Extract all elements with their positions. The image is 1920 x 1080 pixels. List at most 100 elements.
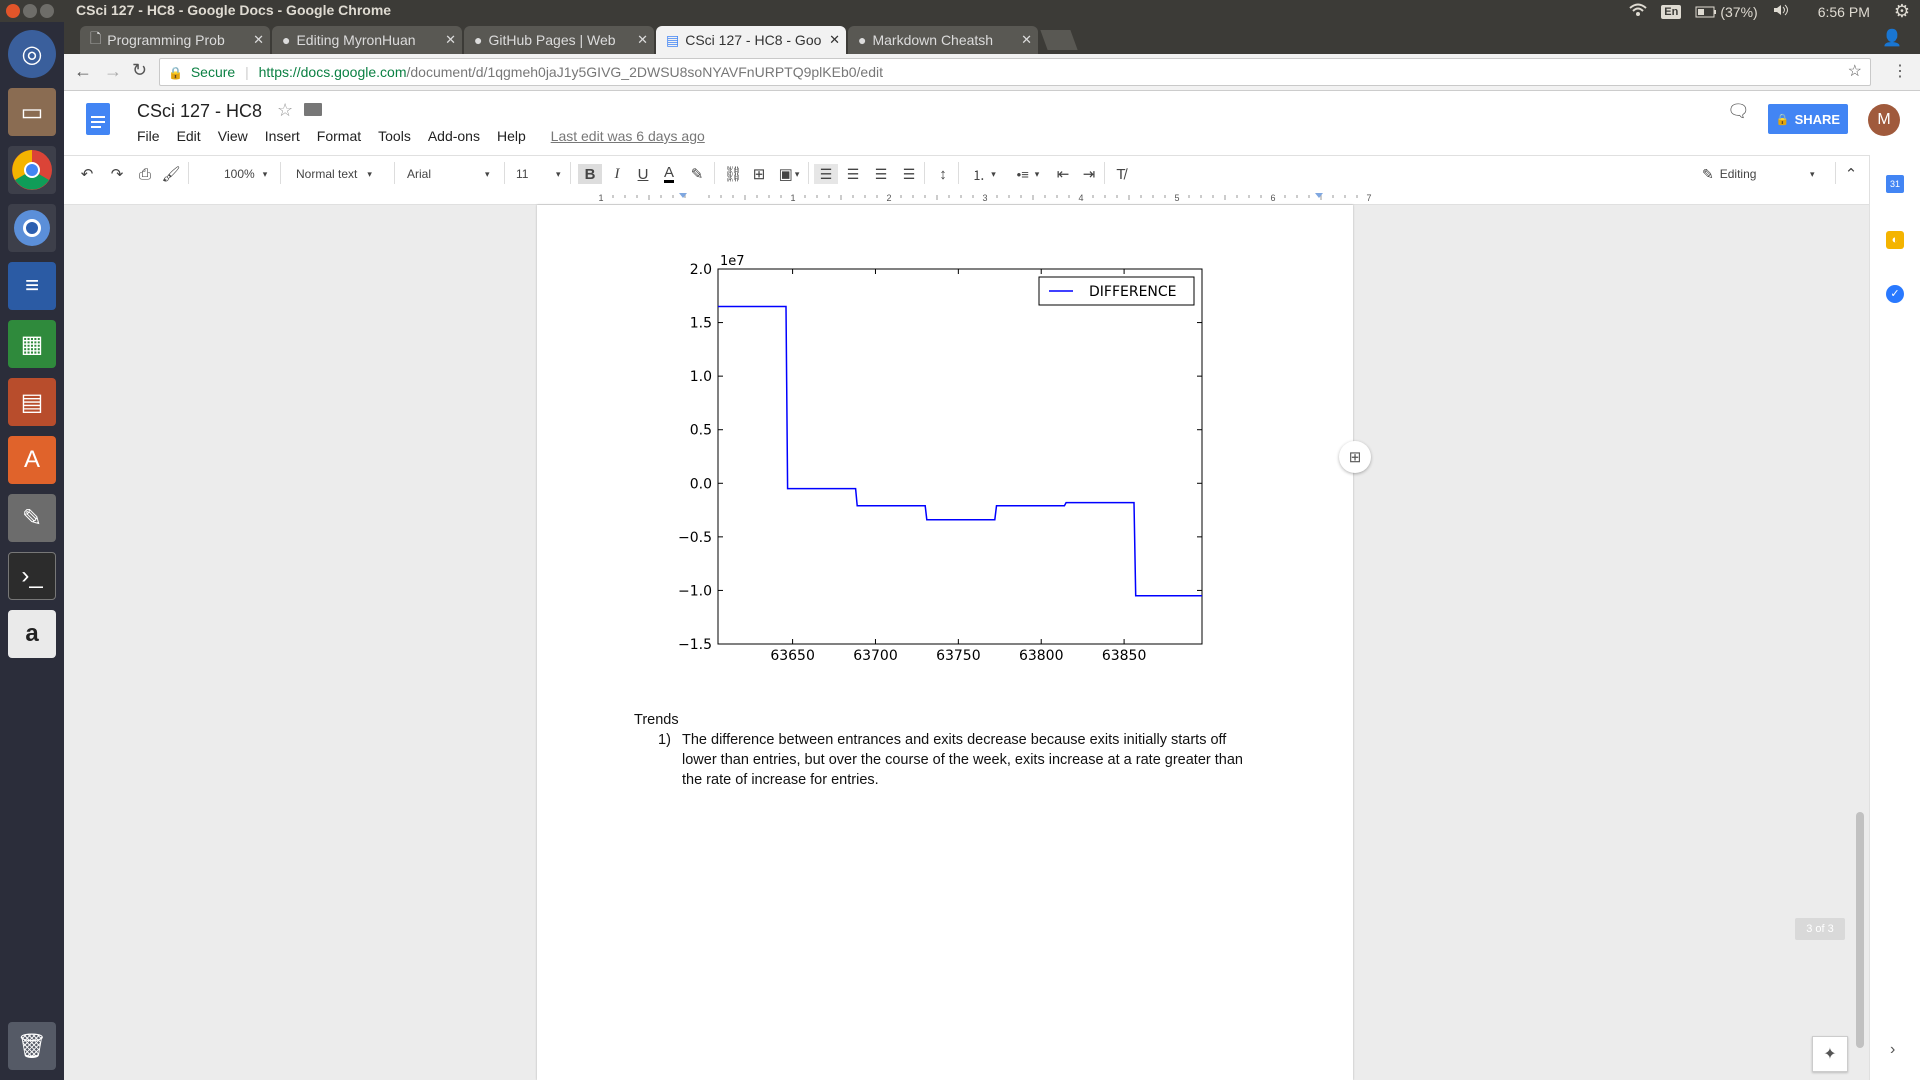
menu-format[interactable]: Format — [316, 128, 362, 144]
tab-github-pages[interactable]: ● GitHub Pages | Web ✕ — [464, 26, 654, 54]
libreoffice-impress-icon[interactable]: ▤ — [8, 378, 56, 426]
new-tab-button[interactable] — [1040, 30, 1078, 50]
lock-icon: 🔒 — [1775, 113, 1790, 126]
align-center-icon[interactable]: ☰ — [846, 165, 860, 182]
list-item-line[interactable]: the rate of increase for entries. — [682, 772, 879, 788]
menu-file[interactable]: File — [137, 128, 160, 144]
list-item-line[interactable]: The difference between entrances and exi… — [682, 732, 1227, 748]
expand-panel-icon[interactable]: › — [1890, 1041, 1896, 1058]
bold-button[interactable]: B — [578, 164, 602, 184]
collapse-menus-icon[interactable]: ⌃ — [1844, 166, 1858, 183]
window-minimize-button[interactable] — [23, 4, 37, 18]
add-comment-icon[interactable]: ⊞ — [1339, 441, 1371, 473]
series-line-difference — [718, 305, 1202, 597]
tab-markdown-cheatsheet[interactable]: ● Markdown Cheatsh ✕ — [848, 26, 1038, 54]
volume-icon[interactable] — [1772, 3, 1790, 20]
paint-format-icon[interactable]: 🖌 — [161, 166, 181, 183]
menu-view[interactable]: View — [217, 128, 248, 144]
menu-help[interactable]: Help — [496, 128, 526, 144]
section-heading[interactable]: Trends — [634, 712, 679, 728]
keep-icon[interactable]: ◐ — [1886, 231, 1904, 249]
bulleted-list-icon[interactable]: •≡ ▾ — [1016, 166, 1040, 182]
line-spacing-icon[interactable]: ↕ — [939, 165, 947, 183]
wifi-icon[interactable] — [1629, 3, 1647, 20]
docs-logo-icon[interactable] — [86, 103, 110, 135]
tab-close-icon[interactable]: ✕ — [637, 32, 648, 47]
print-icon[interactable]: ⎙ — [138, 165, 151, 183]
folder-icon[interactable] — [304, 103, 322, 116]
tab-close-icon[interactable]: ✕ — [445, 32, 456, 47]
undo-icon[interactable]: ↶ — [80, 166, 94, 183]
chrome-menu-icon[interactable]: ⋮ — [1892, 63, 1908, 80]
scrollbar[interactable] — [1856, 812, 1864, 1048]
menu-edit[interactable]: Edit — [176, 128, 201, 144]
editing-mode-select[interactable]: ✎ Editing ▾ — [1702, 164, 1822, 184]
menu-addons[interactable]: Add-ons — [427, 128, 480, 144]
ruler[interactable]: 1 1 2 3 4 5 6 7 — [64, 190, 1869, 205]
tab-close-icon[interactable]: ✕ — [1021, 32, 1032, 47]
amazon-icon[interactable]: a — [8, 610, 56, 658]
clear-formatting-icon[interactable]: T̸ — [1116, 165, 1126, 183]
font-size-select[interactable]: 11 ▾ — [516, 164, 566, 184]
chrome-icon[interactable] — [8, 146, 56, 194]
ubuntu-dash-icon[interactable]: ◎ — [8, 30, 56, 78]
window-maximize-button[interactable] — [40, 4, 54, 18]
bookmark-star-icon[interactable]: ☆ — [1847, 63, 1862, 80]
address-bar[interactable]: 🔒 Secure | https://docs.google.com/docum… — [159, 58, 1871, 86]
comments-icon[interactable]: 🗨 — [1727, 101, 1750, 121]
decrease-indent-icon[interactable]: ⇤ — [1056, 166, 1070, 183]
trash-icon[interactable]: 🗑 — [8, 1022, 56, 1070]
software-center-icon[interactable]: A — [8, 436, 56, 484]
tasks-icon[interactable]: ✓ — [1886, 285, 1904, 303]
zoom-select[interactable]: 100% ▾ — [224, 164, 274, 184]
reload-icon[interactable]: ↻ — [132, 60, 148, 80]
profile-icon[interactable]: 👤 — [1882, 30, 1902, 47]
font-select[interactable]: Arial ▾ — [407, 164, 497, 184]
underline-button[interactable]: U — [637, 165, 649, 183]
battery-indicator[interactable]: (37%) — [1695, 4, 1758, 20]
calendar-icon[interactable]: 31 — [1886, 175, 1904, 193]
share-button[interactable]: 🔒 SHARE — [1768, 104, 1848, 134]
back-icon[interactable]: ← — [74, 61, 92, 81]
highlight-color-icon[interactable]: ✎ — [690, 166, 704, 183]
file-manager-icon[interactable]: ▭ — [8, 88, 56, 136]
redo-icon[interactable]: ↷ — [110, 166, 124, 183]
align-left-icon[interactable]: ☰ — [814, 164, 838, 184]
increase-indent-icon[interactable]: ⇥ — [1082, 166, 1096, 183]
insert-image-icon[interactable]: ▣ ▾ — [778, 166, 800, 183]
ruler-number: 3 — [982, 193, 987, 203]
tab-editing-myronhuang[interactable]: ● Editing MyronHuan ✕ — [272, 26, 462, 54]
tab-close-icon[interactable]: ✕ — [829, 32, 840, 47]
system-settings-icon[interactable]: ✎ — [8, 494, 56, 542]
window-close-button[interactable] — [6, 4, 20, 18]
italic-button[interactable]: I — [614, 165, 620, 182]
tab-programming-problems[interactable]: 🗋 Programming Prob ✕ — [80, 26, 270, 54]
chromium-icon[interactable] — [8, 204, 56, 252]
insert-comment-icon[interactable]: ⊞ — [752, 166, 766, 183]
libreoffice-calc-icon[interactable]: ▦ — [8, 320, 56, 368]
text-color-button[interactable]: A — [663, 163, 674, 183]
explore-button[interactable]: ✦ — [1812, 1036, 1848, 1072]
menu-insert[interactable]: Insert — [264, 128, 300, 144]
insert-link-icon[interactable]: ⛓ — [723, 166, 743, 183]
keyboard-indicator[interactable]: En — [1661, 4, 1682, 19]
tab-close-icon[interactable]: ✕ — [253, 32, 264, 47]
settings-gear-icon[interactable]: ⚙ — [1893, 1, 1910, 21]
justify-icon[interactable]: ☰ — [902, 165, 916, 182]
list-item-line[interactable]: lower than entries, but over the course … — [682, 752, 1243, 768]
last-edit-link[interactable]: Last edit was 6 days ago — [550, 128, 705, 144]
style-select[interactable]: Normal text ▾ — [296, 164, 386, 184]
avatar[interactable]: M — [1868, 104, 1900, 136]
terminal-icon[interactable]: ›_ — [8, 552, 56, 600]
star-icon[interactable]: ☆ — [277, 100, 294, 120]
forward-icon[interactable]: → — [104, 61, 122, 81]
align-right-icon[interactable]: ☰ — [874, 165, 888, 182]
tab-csci127-hc8[interactable]: ▤ CSci 127 - HC8 - Goo ✕ — [656, 26, 846, 54]
numbered-list-icon[interactable]: ⒈ ▾ — [972, 167, 996, 183]
document-title[interactable]: CSci 127 - HC8 — [137, 101, 263, 121]
menu-tools[interactable]: Tools — [378, 128, 411, 144]
libreoffice-writer-icon[interactable]: ≡ — [8, 262, 56, 310]
dropdown-arrow-icon: ▾ — [262, 168, 268, 179]
document-page[interactable]: 2.0 1.5 1.0 0.5 0.0 −0.5 −1.0 −1.5 63650 63700 637… — [537, 205, 1353, 1080]
clock[interactable]: 6:56 PM — [1817, 3, 1870, 20]
